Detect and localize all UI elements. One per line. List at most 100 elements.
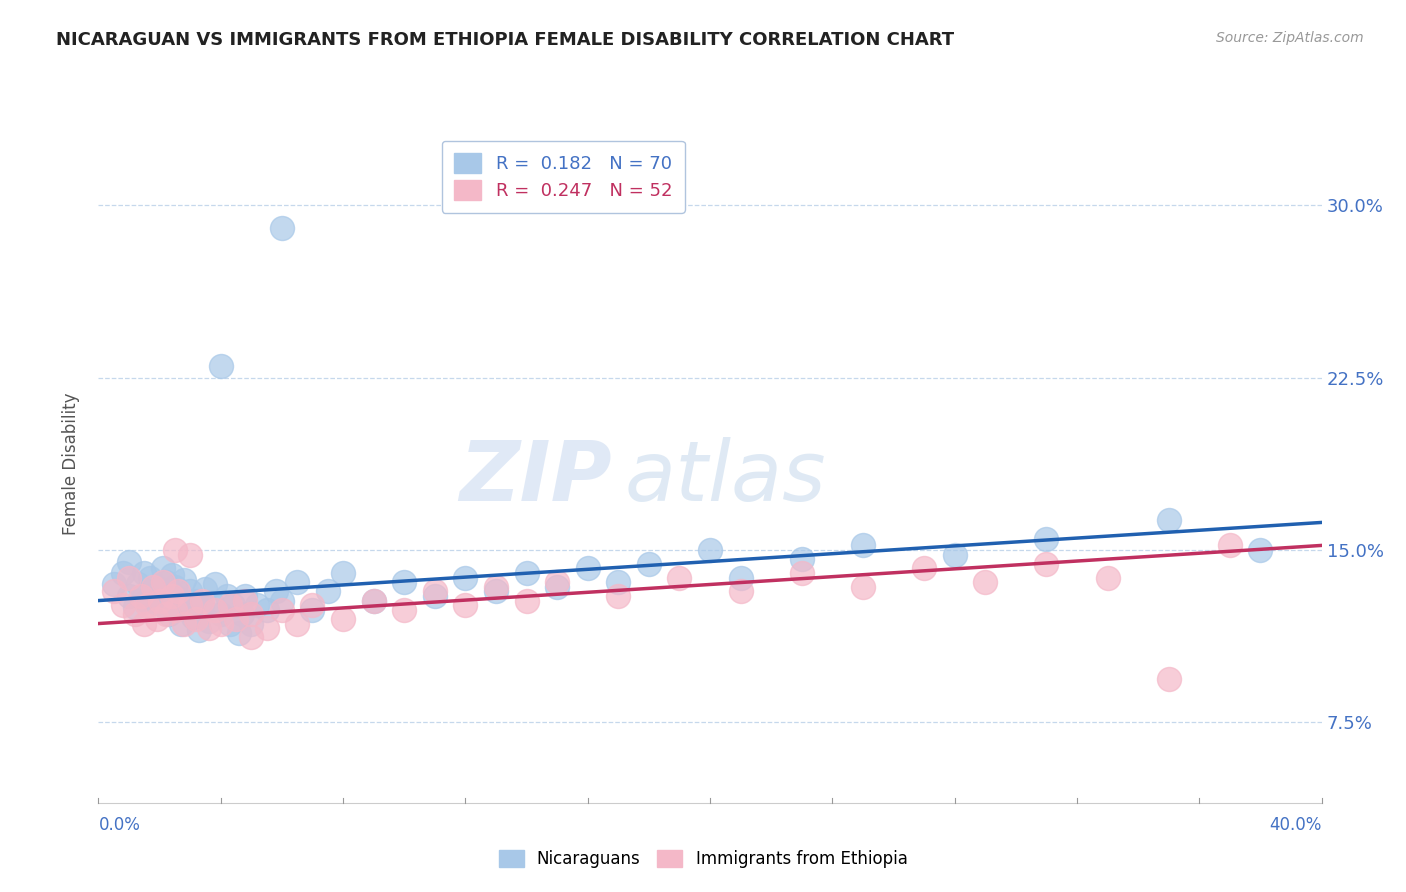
Point: [200, 596, 222, 610]
Point: [316, 584, 339, 599]
Point: [127, 577, 149, 591]
Point: [1035, 532, 1057, 546]
Point: [118, 589, 141, 603]
Point: [142, 580, 165, 594]
Point: [912, 561, 935, 575]
Point: [103, 577, 125, 591]
Point: [149, 582, 172, 596]
Point: [197, 614, 219, 628]
Point: [1249, 543, 1271, 558]
Point: [139, 571, 162, 585]
Point: [219, 616, 242, 631]
Point: [173, 573, 195, 587]
Point: [285, 616, 308, 631]
Point: [454, 598, 477, 612]
Point: [363, 593, 385, 607]
Point: [233, 593, 256, 607]
Point: [194, 582, 217, 596]
Point: [191, 593, 214, 607]
Point: [607, 575, 630, 590]
Point: [160, 589, 183, 603]
Point: [209, 607, 232, 622]
Point: [179, 598, 201, 612]
Point: [699, 543, 721, 558]
Point: [152, 561, 174, 575]
Point: [155, 593, 177, 607]
Point: [204, 603, 226, 617]
Point: [270, 221, 292, 235]
Point: [790, 552, 813, 566]
Point: [186, 612, 208, 626]
Point: [546, 575, 568, 590]
Point: [730, 584, 752, 599]
Point: [423, 584, 446, 599]
Point: [155, 575, 177, 590]
Point: [301, 603, 323, 617]
Point: [160, 587, 183, 601]
Point: [163, 603, 186, 617]
Point: [256, 603, 278, 617]
Point: [170, 616, 193, 631]
Point: [124, 600, 146, 615]
Point: [179, 584, 201, 599]
Point: [264, 584, 287, 599]
Point: [191, 598, 214, 612]
Point: [179, 548, 201, 562]
Point: [124, 607, 146, 622]
Point: [485, 580, 508, 594]
Point: [1097, 571, 1119, 585]
Text: Source: ZipAtlas.com: Source: ZipAtlas.com: [1216, 31, 1364, 45]
Point: [129, 589, 152, 603]
Point: [134, 616, 156, 631]
Point: [163, 543, 186, 558]
Point: [118, 554, 141, 568]
Point: [219, 598, 242, 612]
Point: [454, 571, 477, 585]
Point: [546, 580, 568, 594]
Point: [852, 580, 875, 594]
Point: [188, 624, 211, 638]
Point: [231, 607, 253, 622]
Point: [285, 575, 308, 590]
Point: [134, 566, 156, 580]
Text: 40.0%: 40.0%: [1270, 816, 1322, 834]
Point: [668, 571, 690, 585]
Point: [1157, 513, 1180, 527]
Point: [392, 603, 416, 617]
Point: [332, 566, 354, 580]
Point: [209, 359, 232, 374]
Text: NICARAGUAN VS IMMIGRANTS FROM ETHIOPIA FEMALE DISABILITY CORRELATION CHART: NICARAGUAN VS IMMIGRANTS FROM ETHIOPIA F…: [56, 31, 955, 49]
Point: [173, 616, 195, 631]
Text: atlas: atlas: [624, 437, 827, 518]
Legend: Nicaraguans, Immigrants from Ethiopia: Nicaraguans, Immigrants from Ethiopia: [492, 843, 914, 875]
Point: [145, 596, 167, 610]
Point: [145, 612, 167, 626]
Point: [485, 584, 508, 599]
Point: [136, 598, 159, 612]
Point: [149, 593, 172, 607]
Point: [160, 568, 183, 582]
Point: [204, 577, 226, 591]
Point: [222, 598, 245, 612]
Point: [228, 625, 250, 640]
Point: [155, 607, 177, 622]
Point: [301, 598, 323, 612]
Point: [423, 589, 446, 603]
Point: [111, 598, 134, 612]
Point: [607, 589, 630, 603]
Y-axis label: Female Disability: Female Disability: [62, 392, 80, 535]
Point: [943, 548, 966, 562]
Text: ZIP: ZIP: [460, 437, 612, 518]
Point: [256, 621, 278, 635]
Point: [163, 580, 186, 594]
Point: [1035, 557, 1057, 571]
Point: [516, 593, 538, 607]
Point: [186, 593, 208, 607]
Point: [974, 575, 997, 590]
Point: [163, 598, 186, 612]
Point: [240, 607, 263, 622]
Text: 0.0%: 0.0%: [98, 816, 141, 834]
Point: [392, 575, 416, 590]
Point: [637, 557, 661, 571]
Point: [176, 603, 198, 617]
